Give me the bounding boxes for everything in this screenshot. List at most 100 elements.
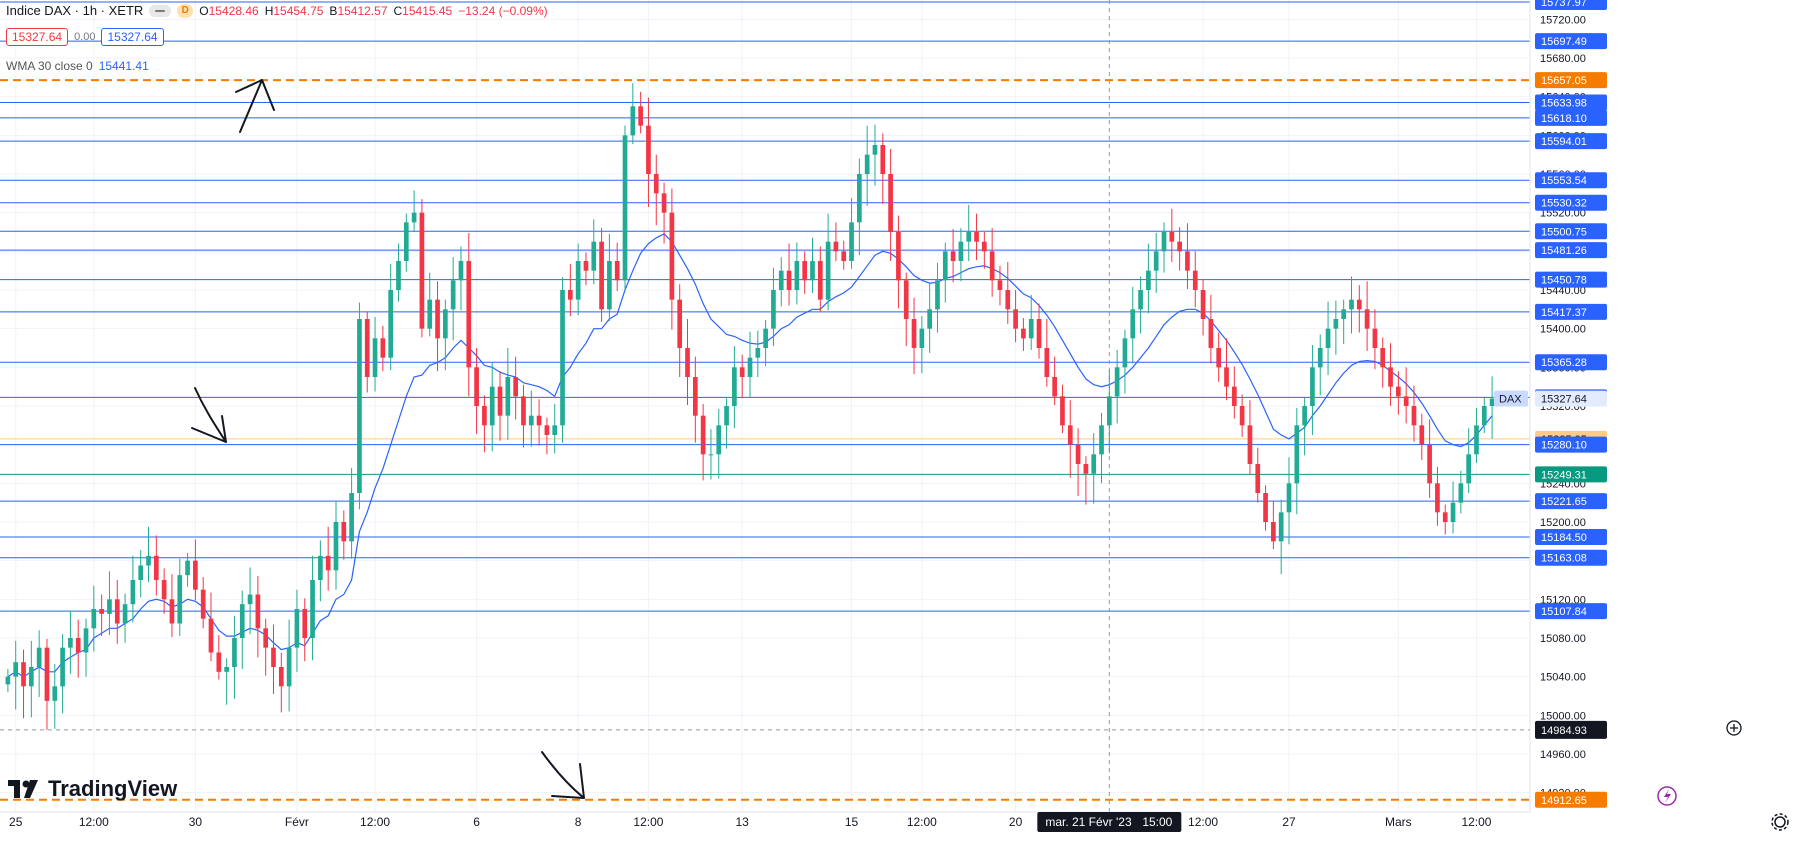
candle[interactable] [1271,500,1276,550]
candle[interactable] [107,571,112,636]
candle-body[interactable] [872,145,878,155]
candle-body[interactable] [1411,406,1417,426]
candle-body[interactable] [1083,464,1089,474]
candle[interactable] [200,577,206,629]
candle[interactable] [575,243,581,316]
candle-body[interactable] [138,565,144,581]
candle[interactable] [755,330,761,377]
candle[interactable] [294,589,300,672]
candle-body[interactable] [1099,425,1104,455]
candle-body[interactable] [294,609,300,648]
candle-body[interactable] [724,406,729,426]
candle[interactable] [1325,301,1331,376]
candle[interactable] [622,125,628,290]
candle[interactable] [388,263,394,371]
candle-body[interactable] [583,261,589,271]
candle-body[interactable] [974,232,979,242]
candle-body[interactable] [1060,396,1065,426]
candle-body[interactable] [1419,425,1425,445]
candle[interactable] [896,215,901,309]
candle-body[interactable] [224,667,229,672]
candle-body[interactable] [341,522,347,542]
candle-body[interactable] [857,174,862,223]
candle-body[interactable] [21,662,26,687]
candle-body[interactable] [763,328,768,348]
candle-body[interactable] [1349,299,1354,310]
candle[interactable] [1458,470,1464,514]
candle-body[interactable] [505,377,511,416]
candle[interactable] [1255,447,1261,503]
candle-body[interactable] [1380,348,1386,368]
candle[interactable] [1216,332,1222,382]
candle[interactable] [13,640,19,710]
candle-body[interactable] [177,575,183,624]
candle[interactable] [1310,345,1315,435]
candle-body[interactable] [646,125,651,174]
candle-body[interactable] [552,425,558,435]
candle-body[interactable] [1372,328,1378,348]
candle-body[interactable] [1435,483,1440,513]
candle-body[interactable] [1325,328,1331,348]
candle-body[interactable] [107,599,112,614]
candle[interactable] [982,232,987,269]
candle[interactable] [1403,367,1409,424]
candle-body[interactable] [669,212,675,300]
lightning-icon[interactable] [1657,786,1677,806]
candle-body[interactable] [1185,251,1190,271]
candle[interactable] [817,246,823,312]
candle[interactable] [1349,276,1354,334]
candle[interactable] [419,199,425,338]
candle[interactable] [177,558,183,637]
candle-body[interactable] [950,251,956,261]
candle[interactable] [1021,318,1026,351]
price-line-label[interactable]: 15481.26 [1535,242,1607,259]
candle[interactable] [552,404,558,454]
candle[interactable] [1239,394,1245,437]
candle-body[interactable] [232,638,237,667]
candle-body[interactable] [575,261,581,300]
candle-body[interactable] [1302,406,1307,426]
price-axis[interactable]: 15720.0015680.0015640.0015600.0015560.00… [1494,0,1817,843]
candle[interactable] [700,404,706,481]
candle[interactable] [1005,261,1011,324]
price-line-label[interactable]: 15107.84 [1535,603,1607,620]
candle[interactable] [216,635,222,680]
candle-body[interactable] [888,174,893,232]
candle[interactable] [427,272,433,337]
candle[interactable] [497,371,503,441]
candle[interactable] [1169,208,1175,262]
candle-body[interactable] [482,406,487,426]
candle-body[interactable] [372,338,378,377]
candle[interactable] [36,630,42,697]
candle[interactable] [763,319,768,367]
sell-price-button[interactable]: 15327.64 [6,28,69,46]
candle[interactable] [528,390,534,447]
candle-body[interactable] [83,628,89,653]
candle-body[interactable] [1005,290,1011,310]
candle[interactable] [1099,412,1104,484]
candle[interactable] [935,262,940,333]
candle-body[interactable] [247,594,253,605]
candle-body[interactable] [5,676,11,685]
candle-body[interactable] [1489,398,1495,406]
candle-body[interactable] [1021,328,1026,339]
candle-body[interactable] [1106,396,1112,426]
candle[interactable] [239,590,245,669]
candle-body[interactable] [255,594,261,629]
candle-body[interactable] [1161,232,1167,252]
candle-body[interactable] [1114,367,1120,397]
candle[interactable] [1466,428,1472,493]
candle[interactable] [638,91,643,134]
candle[interactable] [161,568,167,614]
candle[interactable] [302,598,308,662]
axis-controls[interactable] [1657,720,1789,831]
candle[interactable] [669,188,675,330]
candle-body[interactable] [1130,309,1136,339]
candle[interactable] [942,242,948,303]
settings-gear-icon[interactable] [1771,813,1789,831]
candle[interactable] [536,399,542,446]
candle-body[interactable] [810,261,815,281]
candle[interactable] [396,243,401,302]
candle-body[interactable] [1286,483,1292,513]
